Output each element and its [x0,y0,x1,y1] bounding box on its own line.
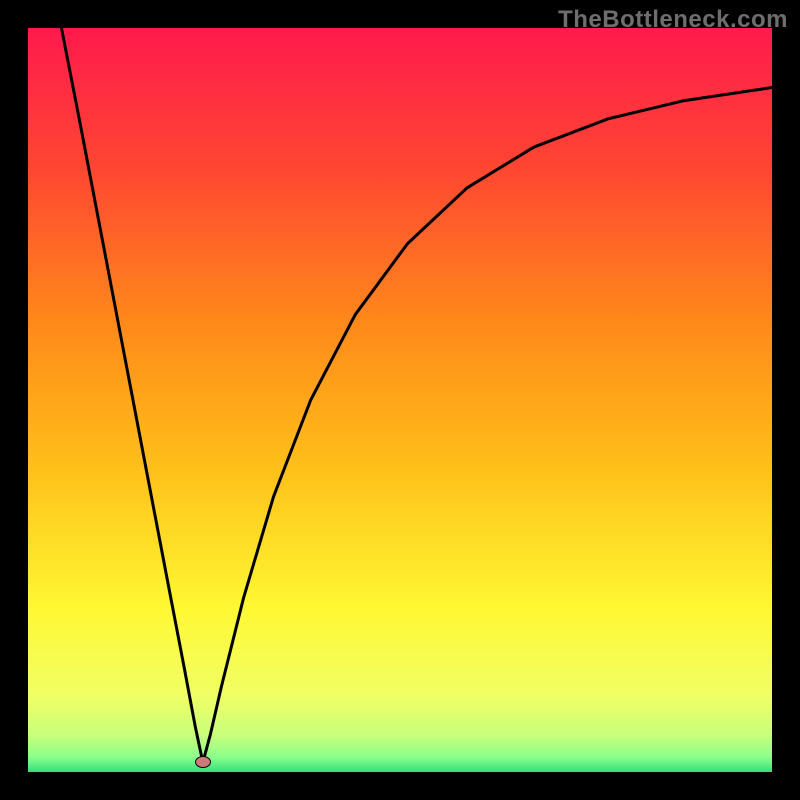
watermark-label: TheBottleneck.com [558,6,788,34]
bottleneck-curve [28,28,772,772]
chart-frame: TheBottleneck.com [0,0,800,800]
plot-area [28,28,772,772]
minimum-marker [195,756,211,768]
